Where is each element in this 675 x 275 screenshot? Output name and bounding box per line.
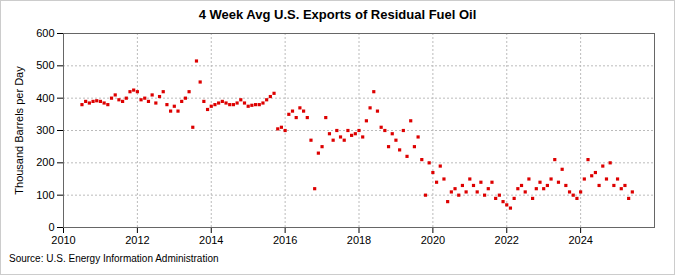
svg-text:2010: 2010 (51, 234, 75, 246)
svg-text:2016: 2016 (273, 234, 297, 246)
svg-text:0: 0 (48, 221, 54, 233)
svg-text:2014: 2014 (199, 234, 223, 246)
svg-text:2012: 2012 (125, 234, 149, 246)
svg-text:2022: 2022 (495, 234, 519, 246)
svg-text:2018: 2018 (347, 234, 371, 246)
svg-text:200: 200 (36, 156, 54, 168)
html-text:4 Week Avg U.S. Exports of Res: 4 Week Avg U.S. Exports of Residual Fuel… (198, 7, 477, 22)
svg-text:600: 600 (36, 27, 54, 39)
svg-text:2024: 2024 (568, 234, 592, 246)
svg-text:Thousand Barrels per Day: Thousand Barrels per Day (13, 66, 25, 195)
svg-text:100: 100 (36, 189, 54, 201)
html-text:Source: U.S. Energy Informatio: Source: U.S. Energy Information Administ… (9, 253, 219, 264)
svg-text:400: 400 (36, 92, 54, 104)
svg-text:2020: 2020 (421, 234, 445, 246)
svg-text:300: 300 (36, 124, 54, 136)
svg-text:500: 500 (36, 59, 54, 71)
